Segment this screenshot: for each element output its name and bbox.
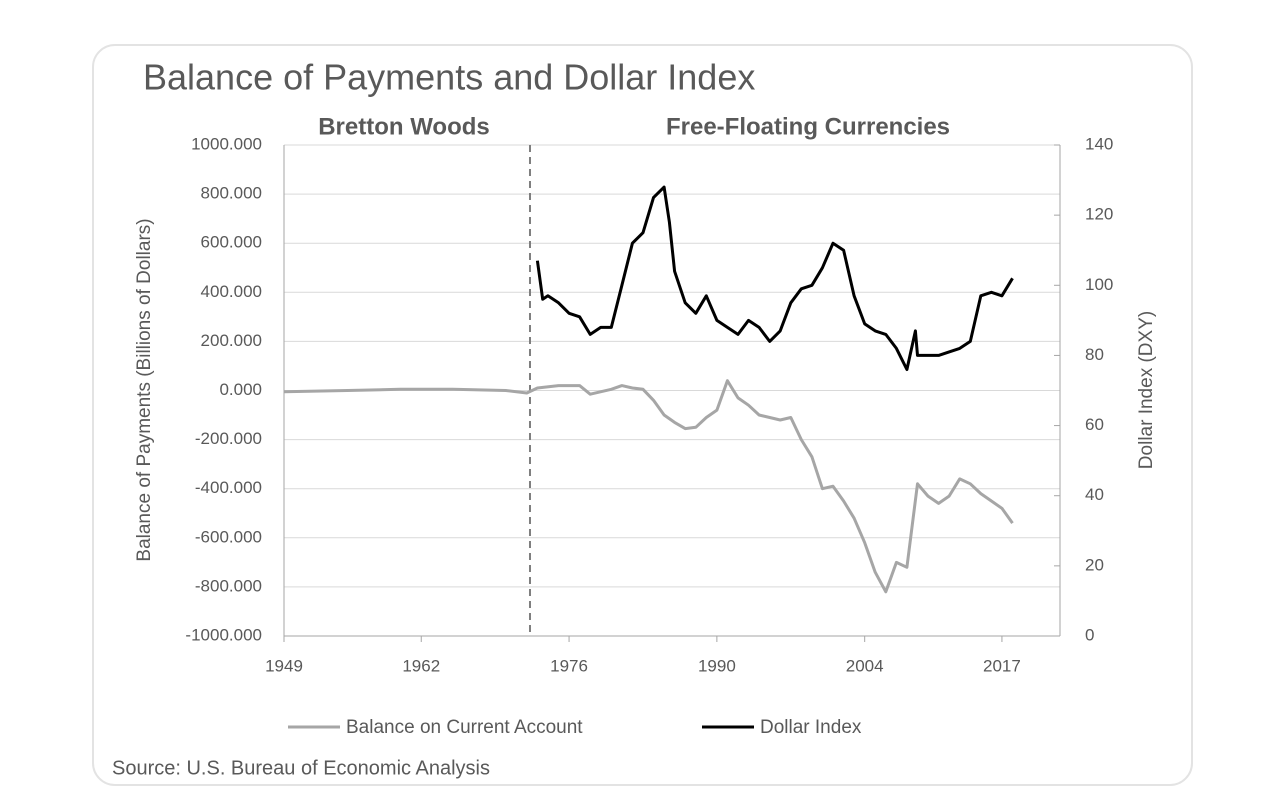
y-tick-label: -200.000 bbox=[195, 429, 262, 448]
series-line bbox=[283, 379, 1014, 594]
y2-tick-label: 140 bbox=[1085, 134, 1113, 153]
y2-tick-label: 0 bbox=[1085, 625, 1094, 644]
x-tick-label: 2017 bbox=[983, 656, 1021, 675]
y2-tick-label: 40 bbox=[1085, 485, 1104, 504]
y2-tick-label: 20 bbox=[1085, 555, 1104, 574]
legend-label: Dollar Index bbox=[760, 717, 862, 738]
x-tick-label: 1949 bbox=[265, 656, 303, 675]
annotation: Free-Floating Currencies bbox=[666, 113, 950, 140]
y-tick-label: -800.000 bbox=[195, 576, 262, 595]
y2-tick-label: 80 bbox=[1085, 345, 1104, 364]
y-tick-label: 800.000 bbox=[201, 184, 262, 203]
chart-title: Balance of Payments and Dollar Index bbox=[143, 57, 755, 98]
x-tick-label: 2004 bbox=[846, 656, 884, 675]
y2-tick-label: 60 bbox=[1085, 415, 1104, 434]
annotation: Bretton Woods bbox=[318, 113, 490, 140]
y-tick-label: 400.000 bbox=[201, 282, 262, 301]
y2-tick-label: 100 bbox=[1085, 275, 1113, 294]
series-line bbox=[535, 185, 1014, 371]
legend-label: Balance on Current Account bbox=[346, 717, 583, 738]
y-tick-label: -400.000 bbox=[195, 478, 262, 497]
y-tick-label: 0.000 bbox=[219, 380, 262, 399]
y-tick-label: 1000.000 bbox=[191, 134, 262, 153]
y-tick-label: -1000.000 bbox=[185, 625, 262, 644]
card bbox=[92, 44, 1193, 786]
y-axis-title: Balance of Payments (Billions of Dollars… bbox=[134, 218, 155, 561]
y2-axis-title: Dollar Index (DXY) bbox=[1136, 311, 1157, 469]
x-tick-label: 1962 bbox=[402, 656, 440, 675]
y2-tick-label: 120 bbox=[1085, 205, 1113, 224]
source: Source: U.S. Bureau of Economic Analysis bbox=[112, 757, 490, 779]
x-tick-label: 1990 bbox=[698, 656, 736, 675]
y-tick-label: 200.000 bbox=[201, 331, 262, 350]
y-tick-label: 600.000 bbox=[201, 233, 262, 252]
y-tick-label: -600.000 bbox=[195, 527, 262, 546]
x-tick-label: 1976 bbox=[550, 656, 588, 675]
